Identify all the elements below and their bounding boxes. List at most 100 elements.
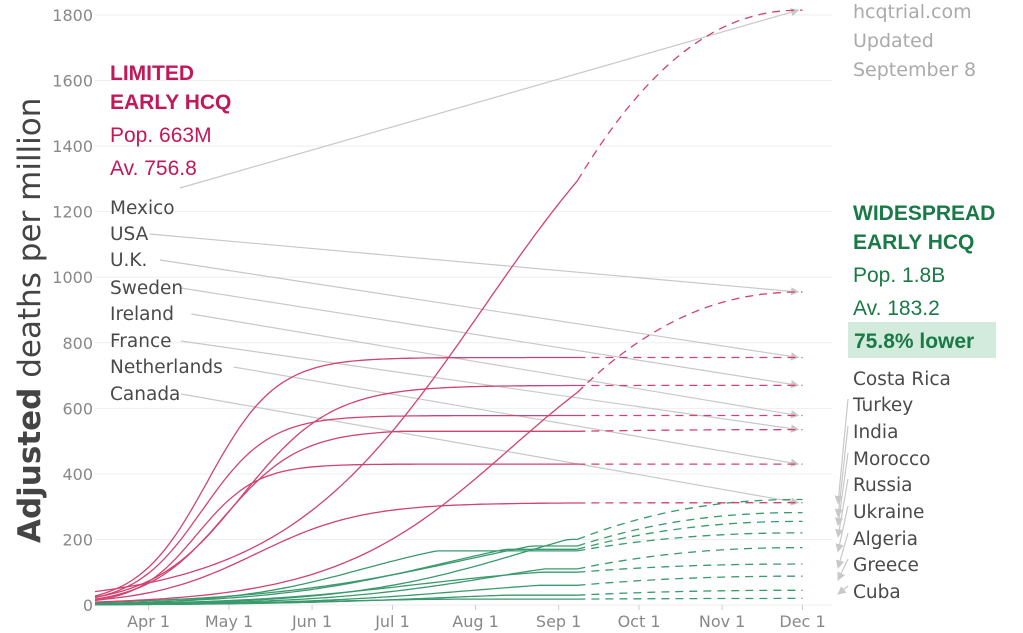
- widespread-projection-line: [577, 546, 803, 570]
- widespread-projection-line: [577, 597, 803, 600]
- widespread-projection-line: [577, 520, 803, 550]
- y-axis-label-bold: Adjusted: [12, 388, 48, 543]
- y-tick-label: 400: [62, 465, 93, 484]
- limited-country-label: Sweden: [110, 278, 183, 299]
- y-tick-label: 1600: [52, 72, 93, 91]
- limited-country-connector: [180, 287, 800, 389]
- limited-country-label: U.K.: [110, 250, 147, 271]
- widespread-country-connector: [837, 585, 849, 595]
- widespread-series-lines: [94, 498, 803, 606]
- widespread-heading-1: WIDESPREAD: [853, 202, 995, 225]
- widespread-country-connector: [834, 452, 849, 527]
- limited-heading-1: LIMITED: [110, 62, 194, 85]
- y-tick-label: 1400: [52, 137, 93, 156]
- limited-series-line: [94, 463, 578, 602]
- limited-country-connector: [191, 313, 800, 419]
- widespread-country-connector: [835, 478, 849, 538]
- connectors: [149, 8, 849, 595]
- limited-country-label: Ireland: [110, 304, 174, 325]
- widespread-country-label: Russia: [853, 475, 913, 496]
- limited-country-labels: Mexico USA U.K. Sweden Ireland France Netherla…: [110, 198, 223, 405]
- y-tick-label: 600: [62, 399, 93, 418]
- widespread-projection-line: [577, 532, 803, 552]
- x-tick-label: Sep 1: [536, 612, 581, 631]
- highlight-text: 75.8% lower: [854, 330, 974, 353]
- limited-country-connector: [180, 393, 800, 506]
- limited-projection-line: [577, 428, 803, 432]
- limited-series-line: [94, 180, 578, 593]
- limited-series-line: [94, 430, 578, 600]
- widespread-projection-line: [577, 589, 803, 596]
- widespread-avg: Av. 183.2: [853, 297, 940, 320]
- x-tick-label: Dec 1: [779, 612, 825, 631]
- limited-country-label: Mexico: [110, 198, 175, 219]
- limited-country-label: France: [110, 331, 172, 352]
- x-tick-label: Jun 1: [291, 612, 332, 631]
- widespread-series-line: [94, 550, 578, 605]
- widespread-country-connector: [836, 532, 849, 569]
- widespread-series-line: [95, 598, 578, 606]
- limited-series-line: [94, 414, 578, 599]
- x-tick-label: Apr 1: [127, 612, 170, 631]
- widespread-country-connector: [834, 398, 849, 505]
- limited-country-label: Netherlands: [110, 357, 223, 378]
- source-line-2: Updated: [853, 30, 934, 52]
- widespread-pop: Pop. 1.8B: [853, 264, 945, 287]
- source-line-3: September 8: [853, 59, 976, 81]
- widespread-country-label: Costa Rica: [853, 369, 951, 390]
- limited-avg-connector: [179, 8, 800, 189]
- x-tick-label: May 1: [205, 612, 253, 631]
- widespread-country-label: Greece: [853, 555, 919, 576]
- y-tick-label: 200: [62, 530, 93, 549]
- highlight-box: [848, 322, 996, 358]
- limited-projection-line: [576, 291, 803, 393]
- y-tick-label: 800: [62, 334, 93, 353]
- limited-pop: Pop. 663M: [110, 124, 212, 147]
- limited-series-lines: [94, 9, 803, 603]
- y-tick-label: 0: [83, 596, 93, 615]
- widespread-country-labels: Costa Rica Turkey India Morocco Russia Ukrain…: [852, 369, 951, 603]
- source-note: hcqtrial.com Updated September 8: [853, 1, 976, 81]
- widespread-projection-line: [577, 498, 803, 541]
- y-tick-label: 1800: [52, 6, 93, 25]
- grid: [95, 14, 832, 610]
- widespread-country-label: Turkey: [852, 395, 913, 416]
- limited-series-line: [94, 391, 578, 603]
- limited-avg: Av. 756.8: [110, 157, 197, 180]
- widespread-country-label: Morocco: [853, 449, 930, 470]
- x-tick-label: Aug 1: [452, 612, 499, 631]
- widespread-projection-line: [577, 511, 803, 547]
- y-tick-labels: 0 200 400 600 800 1000 1200 1400 1600 1800: [52, 6, 93, 615]
- limited-series-line: [94, 384, 578, 598]
- widespread-country-connector: [835, 505, 849, 553]
- widespread-country-label: Ukraine: [853, 502, 924, 523]
- widespread-series-line: [94, 571, 578, 605]
- widespread-projection-line: [577, 575, 803, 586]
- source-line-1: hcqtrial.com: [853, 1, 972, 23]
- y-axis-label: Adjusted deaths per million: [12, 98, 48, 543]
- x-tick-labels: Apr 1 May 1 Jun 1 Jul 1 Aug 1 Sep 1 Oct 1 Nov 1…: [127, 612, 826, 631]
- limited-country-label: Canada: [110, 384, 180, 405]
- limited-country-connector: [149, 233, 800, 296]
- limited-series-line: [94, 502, 578, 601]
- x-tick-label: Nov 1: [699, 612, 746, 631]
- widespread-country-label: Cuba: [853, 582, 901, 603]
- limited-projection-line: [576, 9, 803, 182]
- widespread-country-label: India: [853, 422, 898, 443]
- widespread-group-label: WIDESPREAD EARLY HCQ Pop. 1.8B Av. 183.2…: [848, 202, 996, 358]
- widespread-country-connector: [837, 558, 849, 581]
- x-tick-label: Oct 1: [618, 612, 661, 631]
- widespread-series-line: [94, 545, 578, 603]
- x-tick-label: Jul 1: [374, 612, 410, 631]
- widespread-heading-2: EARLY HCQ: [853, 231, 974, 254]
- y-tick-label: 1000: [52, 268, 93, 287]
- limited-country-connector: [159, 259, 800, 361]
- widespread-country-connector: [834, 425, 849, 518]
- limited-country-label: USA: [110, 224, 149, 245]
- widespread-country-label: Algeria: [853, 529, 918, 550]
- limited-heading-2: EARLY HCQ: [110, 91, 231, 114]
- y-tick-label: 1200: [52, 203, 93, 222]
- limited-group-label: LIMITED EARLY HCQ Pop. 663M Av. 756.8: [110, 62, 231, 180]
- limited-series-line: [94, 356, 578, 597]
